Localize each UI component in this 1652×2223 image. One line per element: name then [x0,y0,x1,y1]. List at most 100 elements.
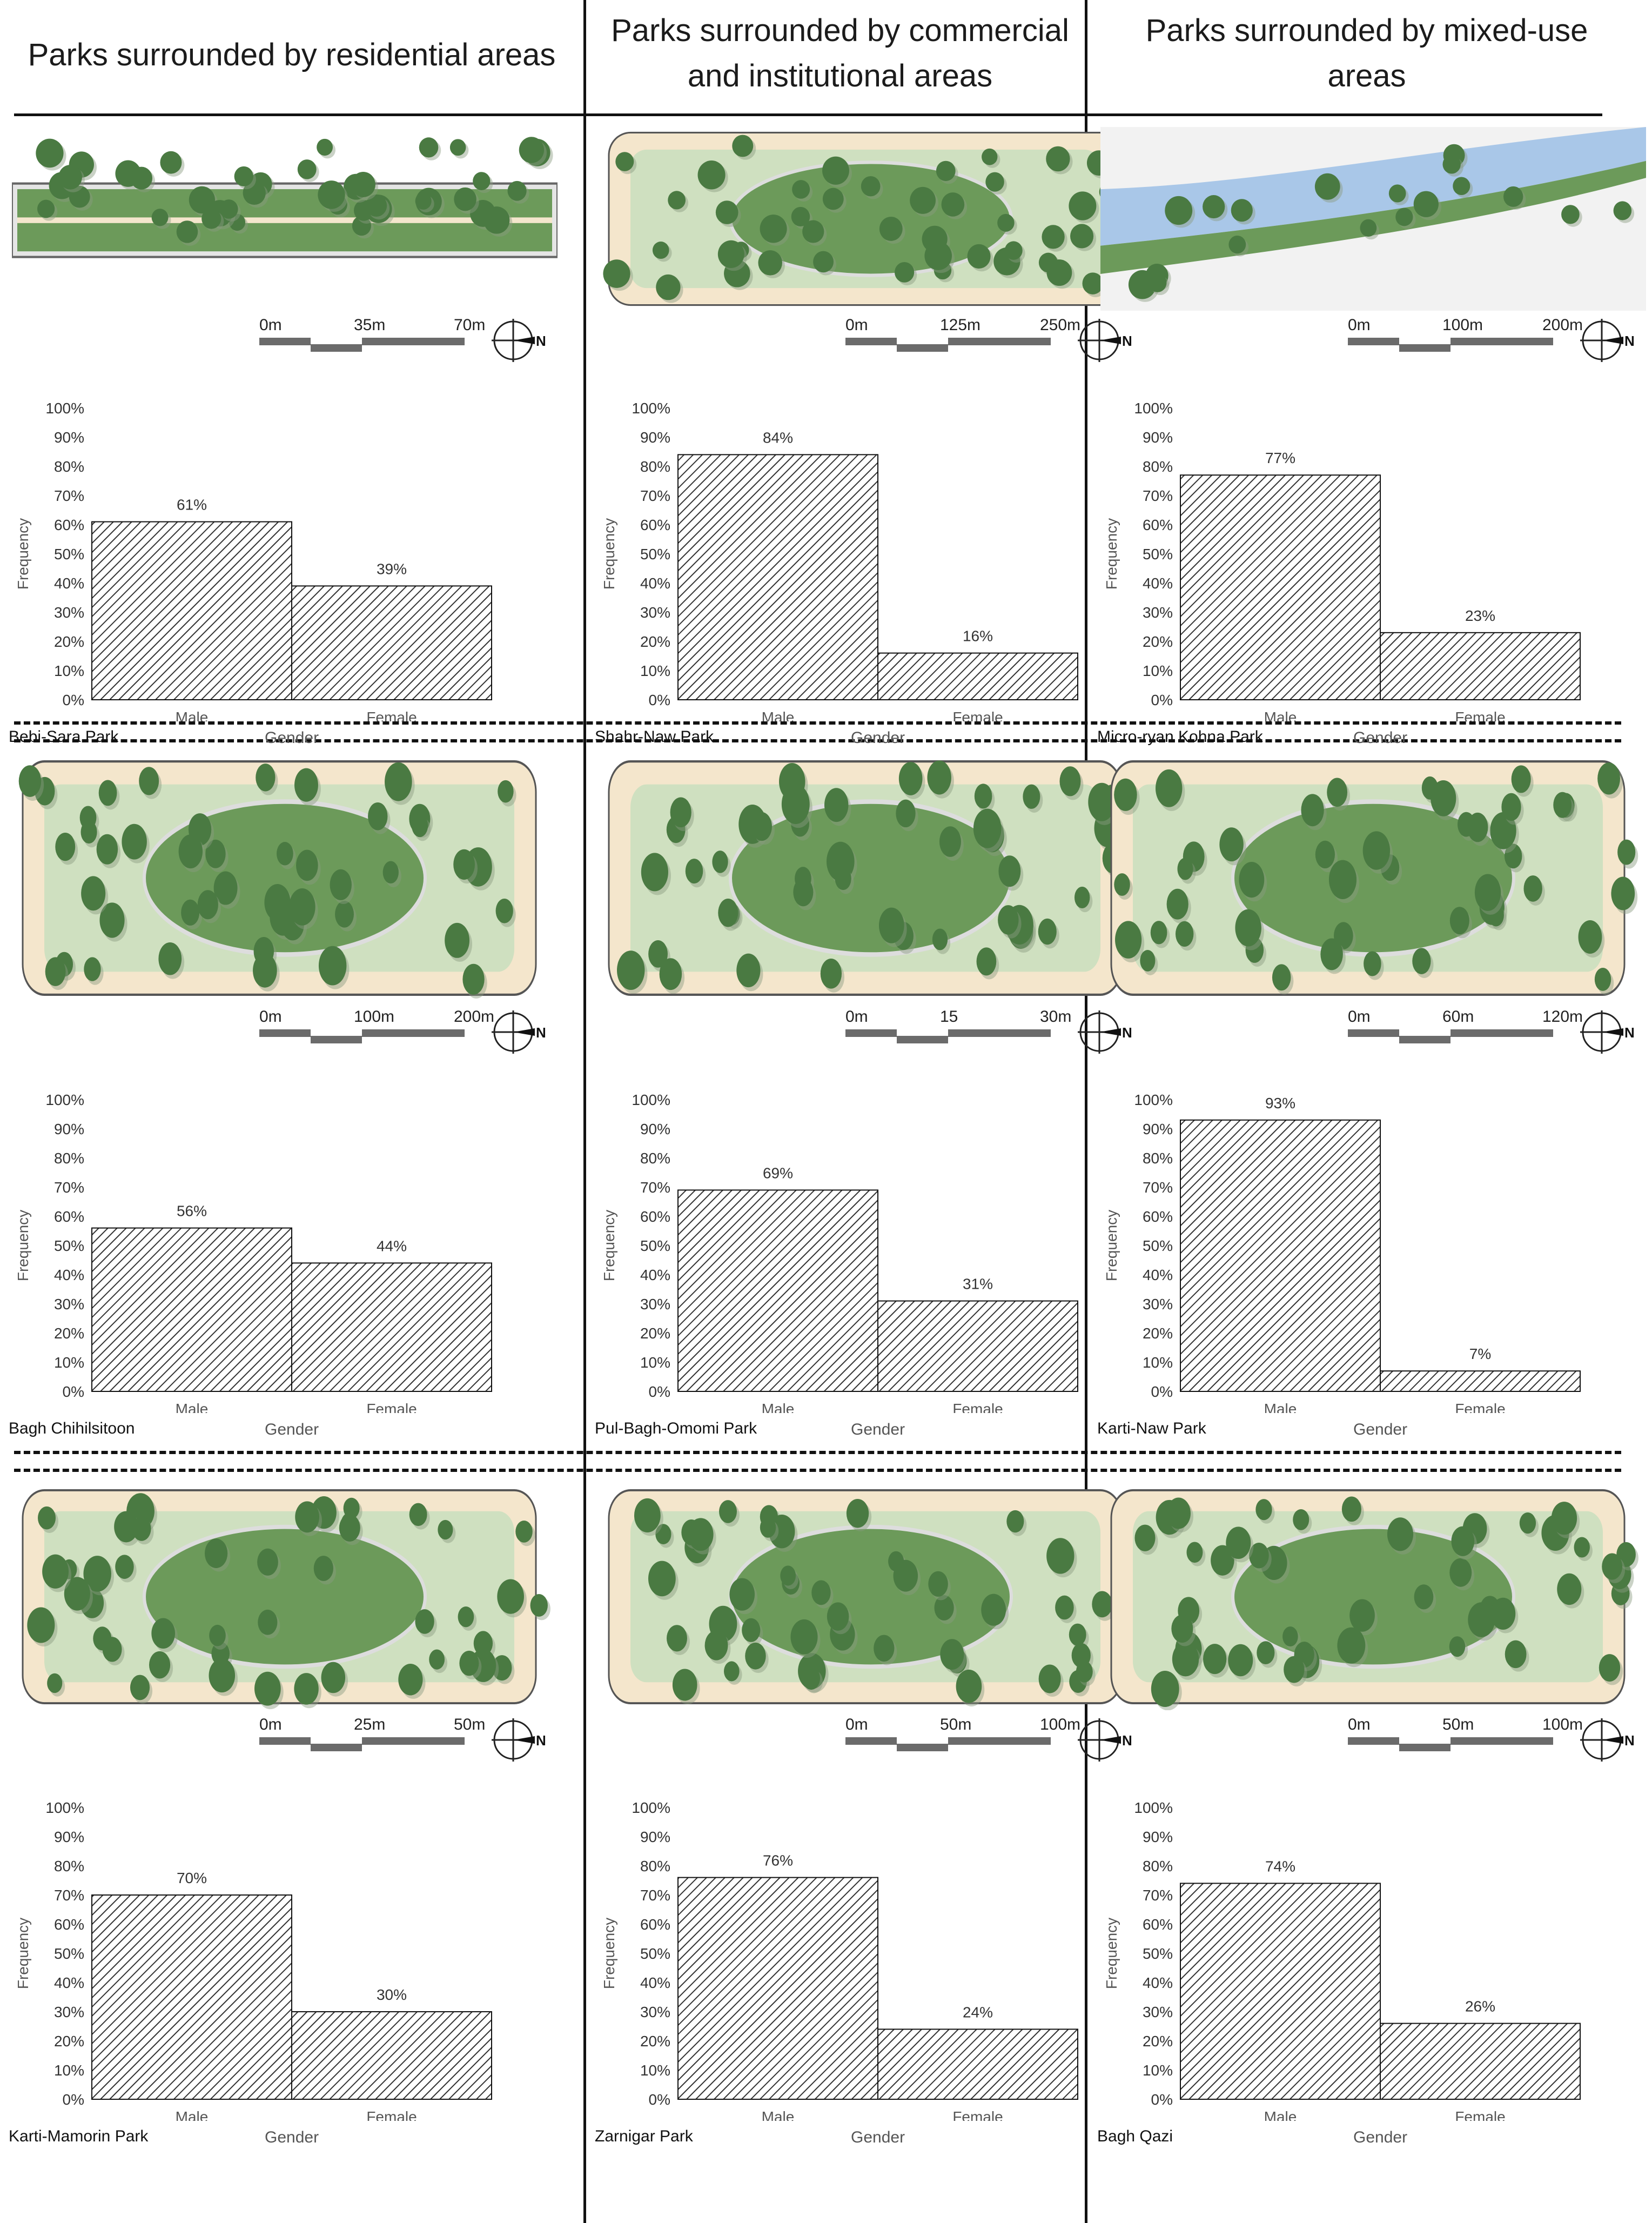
x-axis-label: Gender [851,2128,905,2146]
bar-value-label: 23% [1465,607,1495,624]
park-map [1100,754,1646,1002]
y-tick-label: 100% [632,1092,670,1108]
scale-bar: 0m 100m 200m N [1348,316,1640,365]
tree-icon [729,1578,755,1611]
y-tick-label: 90% [54,429,84,446]
tree-icon [149,1651,171,1679]
tree-icon [1503,186,1523,207]
scale-segment [1399,344,1450,352]
tree-icon [1165,196,1193,225]
tree-icon [1364,951,1381,976]
tree-icon [1412,948,1431,974]
y-tick-label: 70% [640,487,670,504]
tree-icon [1617,839,1636,865]
tree-icon [672,1669,697,1701]
y-tick-label: 100% [1134,1799,1173,1816]
tree-icon [603,259,630,288]
y-tick-label: 60% [640,1916,670,1933]
park-site-plan [22,1489,550,1710]
y-tick-label: 20% [640,633,670,650]
park-panel: 0m 100m 200m N 0% 10% 20% 30% 40% 50% 60% 70% 80% 90%… [1094,122,1646,781]
scale-label: 0m [259,316,282,334]
tree-icon [462,963,485,995]
scale-segment [259,1737,311,1745]
tree-icon [1490,812,1516,849]
tree-icon [1092,1591,1113,1618]
y-tick-label: 20% [640,1325,670,1342]
tree-icon [1239,862,1265,898]
tree-icon [813,251,834,273]
tree-icon [64,1577,90,1611]
y-tick-label: 30% [1143,1296,1173,1313]
tree-icon [36,138,64,168]
tree-icon [1362,831,1391,870]
scale-label: 35m [354,316,386,334]
tree-icon [294,1673,319,1705]
park-panel: 0m 100m 200m N 0% 10% 20% 30% 40% 50% 60% 70% 80% 90%… [5,748,551,1472]
north-label: N [1122,1732,1132,1749]
tree-icon [1337,1627,1366,1664]
tree-icon [1171,1615,1193,1643]
tree-icon [745,1642,766,1670]
scale-segment [948,338,1051,345]
scale-label: 250m [1040,316,1081,334]
tree-icon [976,947,997,976]
scale-bar: 0m 50m 100m N [845,1716,1137,1764]
y-tick-label: 10% [640,662,670,679]
tree-icon [1557,1573,1582,1605]
x-category-label: Female [1455,2108,1505,2121]
y-tick-label: 30% [640,604,670,621]
tree-icon [1504,843,1522,869]
scale-segment [845,338,897,345]
tree-icon [697,160,726,190]
gender-bar-chart: 0% 10% 20% 30% 40% 50% 60% 70% 80% 90% 100% Frequen… [601,1799,1078,2121]
tree-icon [827,1602,849,1631]
north-label: N [536,1732,546,1749]
x-category-label: Female [366,2108,417,2121]
y-tick-label: 10% [1143,1354,1173,1371]
tree-icon [1082,272,1104,294]
tree-icon [688,1518,714,1551]
tree-icon [318,180,345,209]
tree-icon [317,138,333,156]
x-category-label: Male [762,2108,795,2121]
gender-bar-chart: 0% 10% 20% 30% 40% 50% 60% 70% 80% 90% 100% Frequen… [15,1092,492,1413]
tree-icon [219,199,238,219]
x-axis-label: Gender [851,1421,905,1438]
park-site-plan [18,760,537,999]
x-category-label: Male [1264,1401,1297,1413]
header-residential: Parks surrounded by residential areas [28,37,556,72]
tree-icon [1613,201,1632,220]
tree-icon [1172,1642,1199,1677]
tree-icon [981,1593,1006,1626]
tree-icon [617,950,645,990]
tree-icon [648,1561,676,1597]
scale-label: 0m [1348,316,1371,334]
tree-icon [254,1671,281,1706]
park-panel: 0m 50m 100m N 0% 10% 20% 30% 40% 50% 60% 70% 80% 90% 1… [1094,1478,1640,2180]
x-category-label: Female [1455,709,1505,721]
tree-icon [335,901,354,928]
bar-value-label: 30% [377,1986,407,2003]
y-tick-label: 50% [54,1237,84,1254]
bar-female [291,1262,492,1392]
tree-icon [934,1595,954,1621]
header-rule [14,113,1602,116]
y-tick-label: 10% [1143,2062,1173,2079]
bar-male [91,521,292,700]
park-map [12,1483,558,1710]
tree-icon [790,1619,818,1655]
tree-icon [997,213,1015,232]
tree-icon [459,1650,479,1676]
tree-icon [297,159,317,179]
bar-male [1180,474,1381,700]
scale-label: 0m [1348,1716,1371,1733]
tree-icon [205,839,226,868]
y-axis-label: Frequency [15,1918,31,1989]
y-axis-label: Frequency [15,518,31,590]
y-tick-label: 80% [54,1150,84,1167]
tree-icon [181,899,200,926]
y-tick-label: 10% [54,2062,84,2079]
tree-icon [1519,1512,1536,1534]
tree-icon [99,902,125,938]
